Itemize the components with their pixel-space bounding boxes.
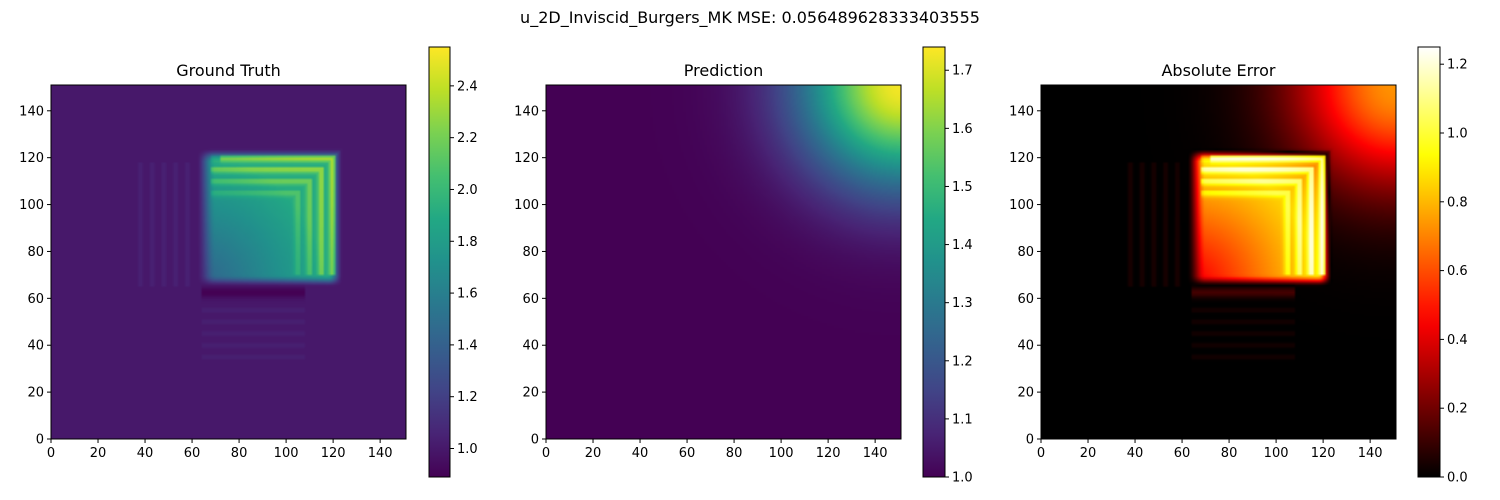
colorbar-tick-label: 1.0 [457,442,478,457]
y-tick-label: 20 [27,386,44,401]
x-tick-label: 20 [90,446,107,461]
x-tick-label: 140 [863,446,888,461]
heatmap-image [1041,85,1396,439]
y-tick-label: 20 [522,386,539,401]
colorbar [923,47,945,477]
y-tick-label: 100 [1009,198,1034,213]
y-tick-label: 0 [531,433,539,448]
x-tick-label: 100 [274,446,299,461]
panel-absolute-error: Absolute Error 0 20 40 60 80 100 120 140 0 20 40 60 8… [1009,46,1468,486]
x-tick-label: 40 [1127,446,1144,461]
colorbar-tick-label: 0.0 [1447,471,1468,486]
x-tick-label: 0 [47,446,55,461]
y-tick-label: 40 [1017,339,1034,354]
axes-frame [545,84,902,440]
colorbar-frame [1417,46,1441,478]
colorbar-tick-label: 2.0 [457,183,478,198]
y-tick-label: 140 [1009,104,1034,119]
panels: Ground Truth 0 20 40 60 80 100 120 140 0 20 40 60 80 1… [19,46,1468,486]
colorbar-frame [922,46,946,478]
y-tick-label: 80 [1017,245,1034,260]
colorbar-tick-label: 0.8 [1447,195,1468,210]
figure-suptitle: u_2D_Inviscid_Burgers_MK MSE: 0.05648962… [520,8,980,28]
panel-ground-truth: Ground Truth 0 20 40 60 80 100 120 140 0 20 40 60 80 1… [19,46,478,478]
colorbar-tick-label: 0.6 [1447,264,1468,279]
colorbar-tick-label: 0.4 [1447,333,1468,348]
colorbar-tick-label: 1.0 [1447,127,1468,142]
panel-title: Absolute Error [1161,61,1275,80]
panel-prediction: Prediction 0 20 40 60 80 100 120 140 0 20 40 60 80 100… [514,46,973,486]
colorbar-tick-label: 1.6 [952,122,973,137]
y-tick-label: 20 [1017,386,1034,401]
colorbar [429,47,450,477]
y-tick-label: 40 [27,339,44,354]
x-tick-label: 60 [679,446,696,461]
colorbar-tick-label: 1.2 [952,354,973,369]
x-tick-label: 80 [1221,446,1238,461]
x-tick-label: 100 [769,446,794,461]
x-tick-label: 40 [137,446,154,461]
x-tick-label: 40 [632,446,649,461]
panel-title: Ground Truth [176,61,281,80]
axes-frame [1040,84,1397,440]
colorbar-tick-label: 1.4 [457,338,478,353]
x-tick-label: 120 [321,446,346,461]
colorbar-tick-label: 1.1 [952,412,973,427]
colorbar-frame [428,46,451,478]
x-tick-label: 20 [1080,446,1097,461]
y-tick-label: 100 [19,198,44,213]
heatmap-image [51,85,406,439]
y-tick-label: 100 [514,198,539,213]
colorbar-tick-label: 2.2 [457,131,478,146]
colorbar-tick-label: 1.6 [457,287,478,302]
y-tick-label: 0 [1026,433,1034,448]
y-tick-label: 40 [522,339,539,354]
y-tick-label: 60 [1017,292,1034,307]
y-tick-label: 80 [522,245,539,260]
x-tick-label: 60 [1174,446,1191,461]
colorbar-tick-label: 1.5 [952,180,973,195]
y-tick-label: 0 [36,433,44,448]
y-tick-label: 140 [19,104,44,119]
colorbar-tick-label: 1.2 [1447,58,1468,73]
x-tick-label: 0 [1037,446,1045,461]
y-tick-label: 140 [514,104,539,119]
y-tick-label: 80 [27,245,44,260]
colorbar-tick-label: 2.4 [457,79,478,94]
y-tick-label: 120 [514,151,539,166]
colorbar-tick-label: 0.2 [1447,402,1468,417]
x-tick-label: 80 [231,446,248,461]
x-tick-label: 140 [1358,446,1383,461]
colorbar-tick-label: 1.0 [952,471,973,486]
x-tick-label: 140 [368,446,393,461]
y-tick-label: 60 [27,292,44,307]
panel-title: Prediction [684,61,763,80]
colorbar-tick-label: 1.4 [952,238,973,253]
y-tick-label: 120 [19,151,44,166]
x-tick-label: 80 [726,446,743,461]
axes-frame [50,84,407,440]
colorbar-tick-label: 1.8 [457,235,478,250]
colorbar-tick-label: 1.2 [457,390,478,405]
x-tick-label: 20 [585,446,602,461]
x-tick-label: 0 [542,446,550,461]
x-tick-label: 120 [1311,446,1336,461]
y-tick-label: 120 [1009,151,1034,166]
x-tick-label: 120 [816,446,841,461]
y-tick-label: 60 [522,292,539,307]
heatmap-image [546,85,901,439]
x-tick-label: 60 [184,446,201,461]
x-tick-label: 100 [1264,446,1289,461]
colorbar-tick-label: 1.3 [952,296,973,311]
colorbar [1418,47,1440,477]
colorbar-tick-label: 1.7 [952,64,973,79]
